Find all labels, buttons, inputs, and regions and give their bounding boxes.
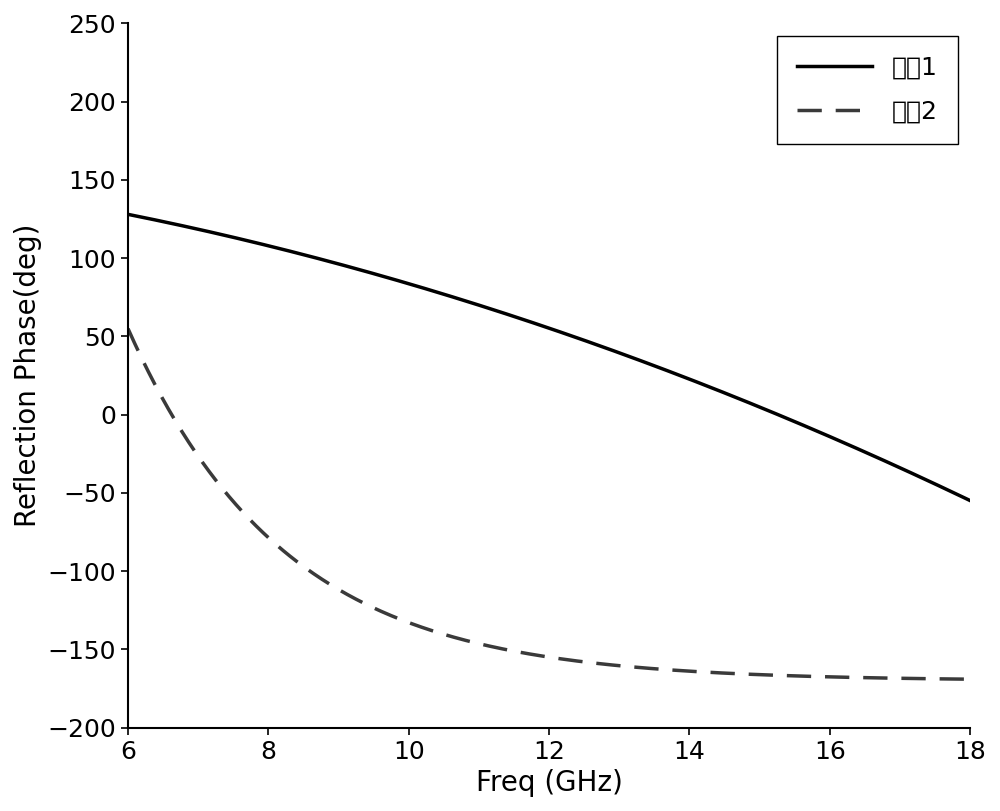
单元1: [527, 318, 539, 328]
单元1: [623, 352, 635, 362]
Line: 单元1: 单元1: [128, 214, 970, 500]
Legend: 单元1, 单元2: 单元1, 单元2: [777, 36, 958, 144]
单元2: [944, 674, 956, 684]
单元1: [578, 335, 590, 345]
单元1: [812, 427, 824, 436]
单元2: [578, 657, 590, 667]
单元2: [122, 324, 134, 333]
Y-axis label: Reflection Phase(deg): Reflection Phase(deg): [14, 224, 42, 527]
X-axis label: Freq (GHz): Freq (GHz): [476, 769, 623, 797]
单元2: [522, 649, 534, 659]
单元1: [122, 209, 134, 219]
单元2: [964, 674, 976, 684]
Line: 单元2: 单元2: [128, 328, 970, 679]
单元1: [944, 486, 956, 496]
单元1: [964, 496, 976, 505]
单元2: [812, 672, 824, 681]
单元2: [527, 650, 539, 659]
单元2: [623, 662, 635, 672]
单元1: [522, 316, 534, 326]
